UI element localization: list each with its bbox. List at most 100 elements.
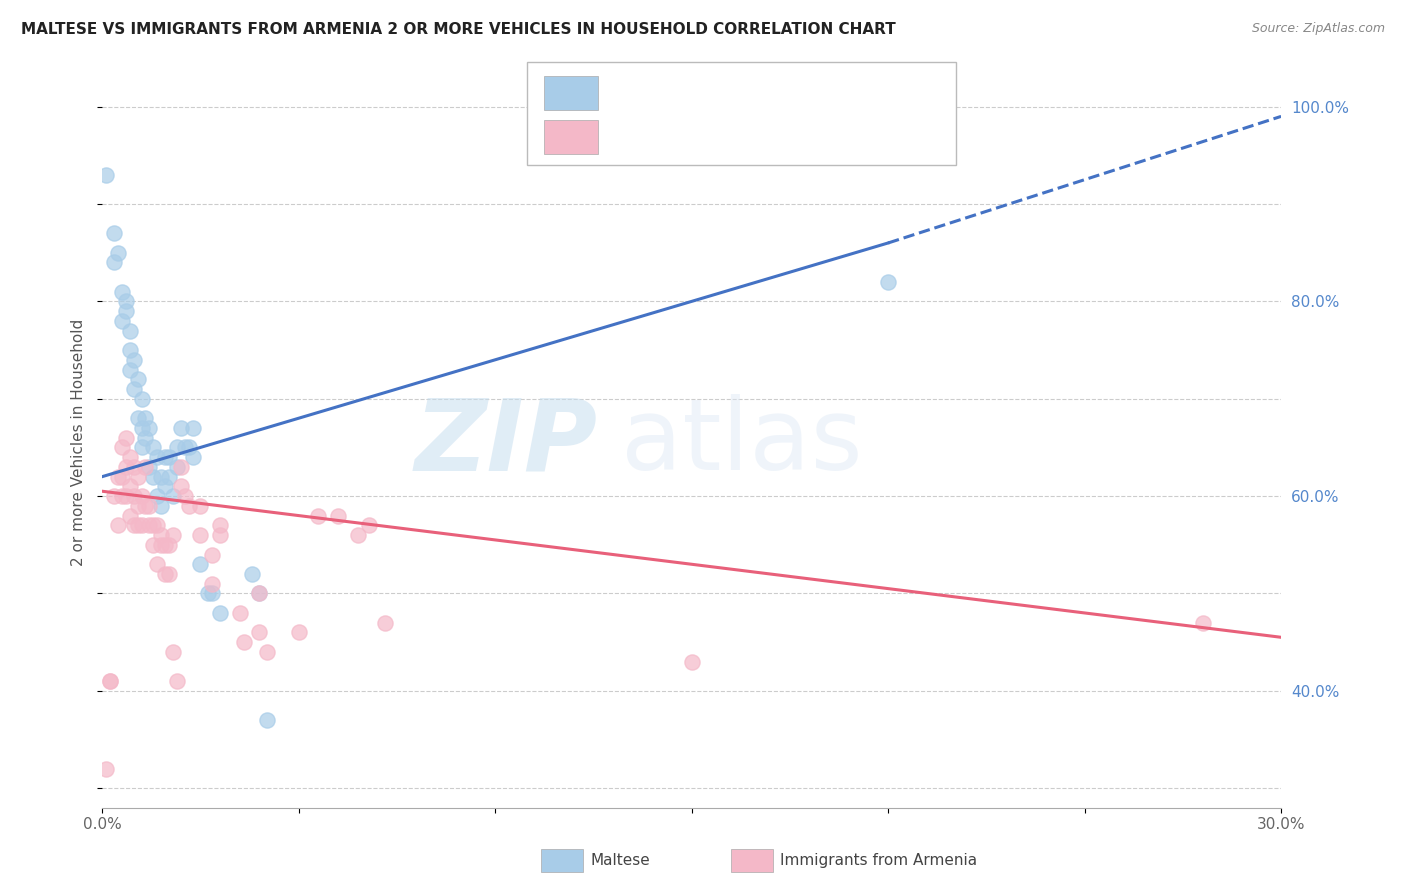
Point	[131, 489, 153, 503]
Point	[118, 479, 141, 493]
Point	[162, 528, 184, 542]
Point	[111, 441, 134, 455]
Point	[157, 450, 180, 465]
Point	[166, 674, 188, 689]
Point	[247, 625, 270, 640]
Point	[346, 528, 368, 542]
Point	[181, 450, 204, 465]
Point	[138, 499, 160, 513]
Point	[127, 518, 149, 533]
Point	[107, 518, 129, 533]
Point	[114, 459, 136, 474]
Point	[190, 499, 212, 513]
Point	[359, 518, 381, 533]
Point	[201, 548, 224, 562]
Point	[209, 528, 232, 542]
Point	[138, 459, 160, 474]
Point	[98, 674, 121, 689]
Point	[94, 168, 117, 182]
Point	[111, 314, 134, 328]
Point	[142, 538, 165, 552]
Point	[197, 586, 219, 600]
Point	[681, 655, 703, 669]
Point	[307, 508, 329, 523]
Point	[122, 518, 145, 533]
Point	[118, 508, 141, 523]
Point	[190, 558, 212, 572]
Point	[122, 352, 145, 367]
Point	[229, 606, 252, 620]
Point	[134, 431, 156, 445]
Point	[166, 459, 188, 474]
Text: MALTESE VS IMMIGRANTS FROM ARMENIA 2 OR MORE VEHICLES IN HOUSEHOLD CORRELATION C: MALTESE VS IMMIGRANTS FROM ARMENIA 2 OR …	[21, 22, 896, 37]
Point	[127, 411, 149, 425]
Point	[131, 392, 153, 406]
Point	[118, 343, 141, 357]
Point	[146, 489, 169, 503]
Point	[256, 713, 278, 727]
Text: 0.317: 0.317	[651, 84, 703, 102]
Point	[150, 538, 173, 552]
Point	[127, 469, 149, 483]
Point	[107, 469, 129, 483]
Point	[170, 459, 193, 474]
Point	[170, 479, 193, 493]
Point	[138, 421, 160, 435]
Point	[150, 499, 173, 513]
Point	[131, 421, 153, 435]
Text: Source: ZipAtlas.com: Source: ZipAtlas.com	[1251, 22, 1385, 36]
Point	[146, 558, 169, 572]
Point	[157, 566, 180, 581]
Point	[247, 586, 270, 600]
Point	[146, 450, 169, 465]
Point	[127, 372, 149, 386]
Text: R =: R =	[612, 86, 645, 100]
Point	[114, 304, 136, 318]
Point	[877, 275, 900, 289]
Point	[162, 489, 184, 503]
Point	[1191, 615, 1213, 630]
Point	[201, 576, 224, 591]
Point	[118, 450, 141, 465]
Point	[150, 469, 173, 483]
Point	[138, 518, 160, 533]
Text: Immigrants from Armenia: Immigrants from Armenia	[780, 854, 977, 868]
Point	[103, 489, 125, 503]
Point	[150, 528, 173, 542]
Point	[153, 450, 176, 465]
Point	[131, 441, 153, 455]
Point	[173, 441, 195, 455]
Point	[177, 441, 200, 455]
Text: N = 48: N = 48	[714, 84, 776, 102]
Point	[232, 635, 254, 649]
Point	[173, 489, 195, 503]
Text: -0.242: -0.242	[651, 128, 710, 146]
Text: atlas: atlas	[621, 394, 862, 491]
Point	[256, 645, 278, 659]
Point	[111, 285, 134, 299]
Point	[118, 324, 141, 338]
Text: R =: R =	[612, 130, 645, 145]
Point	[114, 489, 136, 503]
Point	[374, 615, 396, 630]
Y-axis label: 2 or more Vehicles in Household: 2 or more Vehicles in Household	[72, 319, 86, 566]
Point	[127, 499, 149, 513]
Point	[114, 431, 136, 445]
Point	[122, 382, 145, 396]
Point	[142, 441, 165, 455]
Point	[157, 538, 180, 552]
Point	[181, 421, 204, 435]
Text: ZIP: ZIP	[415, 394, 598, 491]
Point	[146, 518, 169, 533]
Point	[122, 489, 145, 503]
Point	[103, 226, 125, 240]
Point	[153, 538, 176, 552]
Point	[103, 255, 125, 269]
Point	[153, 566, 176, 581]
Text: Maltese: Maltese	[591, 854, 650, 868]
Point	[111, 469, 134, 483]
Point	[162, 645, 184, 659]
Point	[134, 411, 156, 425]
Point	[247, 586, 270, 600]
Point	[142, 469, 165, 483]
